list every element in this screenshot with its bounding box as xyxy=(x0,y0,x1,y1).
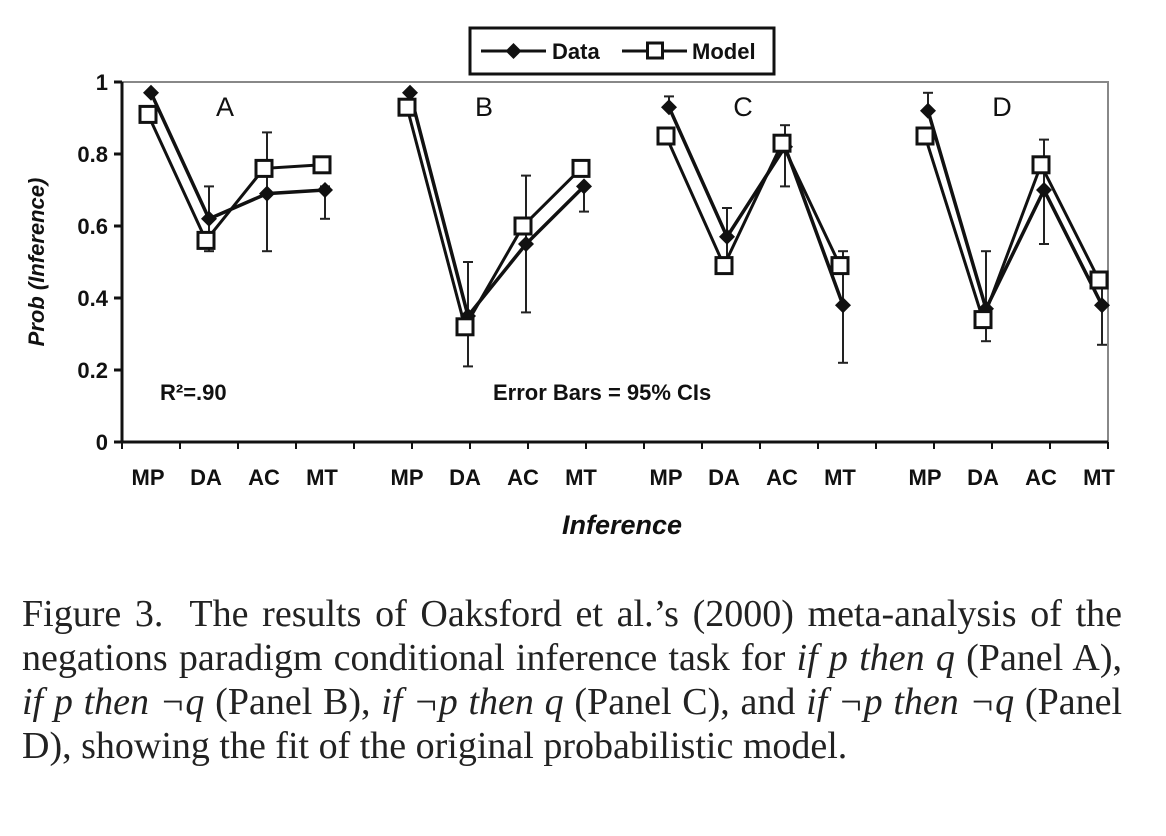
caption-text: (Panel C), and xyxy=(563,681,807,723)
line-chart: 00.20.40.60.81 MP DA AC MT MP DA AC MT MP DA AC MT M… xyxy=(24,26,1115,540)
error-bars-annotation: Error Bars = 95% CIs xyxy=(493,380,711,405)
panel-d: D xyxy=(915,91,1110,346)
data-point xyxy=(143,84,159,101)
legend: Data Model xyxy=(468,26,776,76)
y-axis-label: Prob (Inference) xyxy=(24,178,49,347)
x-tick-label: MT xyxy=(1083,465,1115,490)
panel-label: A xyxy=(216,92,234,122)
data-series-line xyxy=(408,92,586,320)
y-tick-label: 0.2 xyxy=(77,358,108,383)
model-point xyxy=(772,133,792,153)
model-point xyxy=(513,216,533,236)
panel-label: C xyxy=(733,92,753,122)
model-point xyxy=(1089,270,1109,290)
model-point xyxy=(1031,155,1051,175)
legend-data-label: Data xyxy=(552,39,600,64)
x-tick-label: MP xyxy=(909,465,942,490)
y-tick-label: 0.4 xyxy=(77,286,108,311)
y-tick-label: 0 xyxy=(96,430,108,455)
figure-caption: Figure 3. The results of Oaksford et al.’… xyxy=(22,592,1122,768)
data-point xyxy=(518,236,534,252)
caption-text: (Panel A), xyxy=(954,637,1122,679)
x-tick-label: AC xyxy=(1025,465,1057,490)
data-point xyxy=(719,228,735,245)
data-point xyxy=(835,297,851,314)
x-tick-label: MP xyxy=(650,465,683,490)
x-tick-label: AC xyxy=(248,465,280,490)
x-tick-label: DA xyxy=(449,465,481,490)
r2-annotation: R²=.90 xyxy=(160,380,227,405)
x-axis-label: Inference xyxy=(562,510,682,540)
data-point xyxy=(402,84,418,101)
x-tick-label: MT xyxy=(565,465,597,490)
model-point xyxy=(714,256,734,276)
panel-label: D xyxy=(992,92,1012,122)
model-point xyxy=(138,104,158,124)
x-tick-label: AC xyxy=(766,465,798,490)
panel-label: B xyxy=(475,92,493,122)
data-point xyxy=(201,210,217,227)
plot-area xyxy=(121,81,1109,443)
data-series-line xyxy=(149,92,326,222)
data-point xyxy=(259,185,275,202)
model-point xyxy=(254,158,274,178)
model-point xyxy=(455,317,475,337)
caption-text: (Panel B), xyxy=(204,681,382,723)
x-tick-label: MP xyxy=(391,465,424,490)
caption-condition-c: if ¬p then q xyxy=(381,681,564,723)
data-series-line xyxy=(926,110,1104,314)
chart-panels: A B C D xyxy=(138,84,1110,368)
x-tick-label: DA xyxy=(190,465,222,490)
model-point xyxy=(915,126,935,146)
data-point xyxy=(576,178,592,195)
panel-b: B xyxy=(397,84,592,368)
x-tick-label: MT xyxy=(824,465,856,490)
panel-a: A xyxy=(138,84,333,253)
caption-condition-a: if p then q xyxy=(796,637,955,679)
model-point xyxy=(397,97,417,117)
model-point xyxy=(312,155,332,175)
data-point xyxy=(1094,297,1110,314)
model-point xyxy=(571,158,591,178)
panel-c: C xyxy=(656,92,851,364)
x-axis-ticks: MP DA AC MT MP DA AC MT MP DA AC MT MP DA AC MT xyxy=(121,442,1115,490)
legend-model-marker-icon xyxy=(646,41,664,60)
y-tick-label: 1 xyxy=(96,70,108,95)
model-series-line xyxy=(923,135,1101,325)
y-axis-ticks: 0 0.2 0.4 0.6 0.8 1 xyxy=(77,70,122,455)
x-tick-label: AC xyxy=(507,465,539,490)
x-tick-label: DA xyxy=(708,465,740,490)
model-point xyxy=(656,126,676,146)
x-tick-label: MP xyxy=(132,465,165,490)
y-tick-label: 0.8 xyxy=(77,142,108,167)
data-point xyxy=(661,99,677,116)
caption-lead: Figure 3. xyxy=(22,593,164,635)
caption-text: (Panel D), showing the fit of the origin… xyxy=(22,681,1123,767)
model-series-line xyxy=(146,113,323,244)
data-point xyxy=(920,102,936,119)
caption-condition-b: if p then ¬q xyxy=(22,681,205,723)
data-point xyxy=(1036,182,1052,198)
data-point xyxy=(317,182,333,198)
legend-data-marker-icon xyxy=(505,43,522,59)
model-series-line xyxy=(405,106,583,331)
model-point xyxy=(196,230,216,250)
model-series-line xyxy=(664,135,842,270)
y-tick-label: 0.6 xyxy=(77,214,108,239)
figure: 0 0.2 0.4 0.6 0.8 1 MP DA AC MT MP DA AC MT MP DA AC MT M… xyxy=(24,26,1115,540)
legend-model-label: Model xyxy=(692,39,756,64)
model-point xyxy=(830,256,850,276)
data-series-line xyxy=(667,106,845,306)
caption-condition-d: if ¬p then ¬q xyxy=(806,681,1015,723)
caption-text: The results of Oaksford et al.’s (2000) … xyxy=(22,593,1122,679)
model-point xyxy=(973,310,993,330)
x-tick-label: MT xyxy=(306,465,338,490)
x-tick-label: DA xyxy=(967,465,999,490)
